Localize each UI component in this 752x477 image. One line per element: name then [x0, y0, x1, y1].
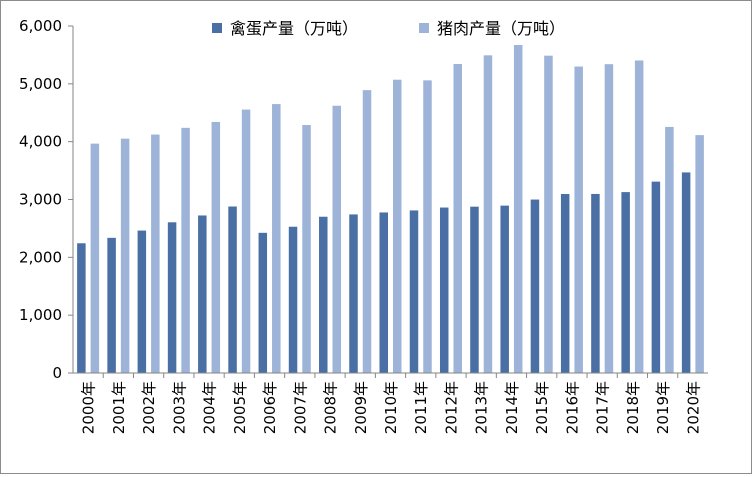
- x-tick-label: 2000年: [80, 381, 98, 434]
- x-tick-label: 2012年: [442, 381, 460, 434]
- bar-egg-13: [470, 206, 479, 373]
- x-tick-label: 2001年: [110, 381, 128, 434]
- x-tick-label: 2007年: [291, 381, 309, 434]
- legend-label-pork: 猪肉产量（万吨）: [437, 19, 565, 38]
- bar-egg-4: [198, 215, 207, 373]
- bar-egg-11: [409, 210, 419, 373]
- legend-item-pork: 猪肉产量（万吨）: [419, 19, 565, 38]
- bar-egg-16: [560, 194, 570, 373]
- bar-egg-19: [651, 181, 661, 373]
- bar-egg-1: [107, 237, 116, 373]
- bar-egg-2: [137, 230, 147, 373]
- x-tick-label: 2005年: [231, 381, 249, 434]
- bar-egg-5: [228, 206, 237, 373]
- x-tick-label: 2004年: [201, 381, 219, 434]
- bar-egg-3: [167, 222, 177, 373]
- bar-pork-16: [574, 66, 583, 373]
- y-tick-label: 1,000: [19, 306, 62, 324]
- legend-swatch-pork: [419, 23, 429, 33]
- bar-pork-20: [695, 135, 704, 373]
- y-tick-label: 2,000: [19, 248, 62, 266]
- bar-pork-0: [90, 143, 100, 373]
- bar-pork-10: [393, 79, 402, 373]
- x-tick-label: 2019年: [654, 381, 672, 434]
- y-tick-label: 3,000: [19, 191, 62, 209]
- bar-egg-17: [591, 193, 600, 373]
- y-tick-label: 4,000: [19, 133, 62, 151]
- bar-egg-15: [530, 199, 540, 373]
- x-tick-label: 2009年: [352, 381, 370, 434]
- bar-egg-14: [500, 205, 509, 373]
- bar-pork-13: [483, 55, 493, 373]
- bar-pork-18: [634, 60, 644, 373]
- y-tick-label: 0: [52, 364, 62, 382]
- bar-pork-19: [665, 126, 674, 373]
- bar-egg-8: [319, 216, 328, 373]
- x-tick-label: 2003年: [170, 381, 188, 434]
- x-tick-label: 2010年: [382, 381, 400, 434]
- x-tick-label: 2013年: [473, 381, 491, 434]
- bar-egg-18: [621, 192, 630, 373]
- bar-pork-15: [544, 55, 553, 374]
- legend: 禽蛋产量（万吨） 猪肉产量（万吨）: [212, 19, 565, 38]
- bar-egg-7: [288, 226, 298, 373]
- x-tick-label: 2020年: [684, 381, 702, 434]
- y-tick-label: 6,000: [19, 17, 62, 35]
- bar-pork-17: [604, 64, 614, 374]
- x-tick-label: 2008年: [322, 381, 340, 434]
- x-tick-label: 2006年: [261, 381, 279, 434]
- bar-egg-20: [681, 172, 691, 373]
- bar-pork-9: [362, 90, 372, 373]
- x-tick-label: 2011年: [412, 381, 430, 434]
- bar-egg-6: [258, 232, 268, 373]
- bar-pork-2: [151, 134, 160, 373]
- bar-pork-1: [120, 138, 130, 373]
- bar-pork-11: [423, 80, 432, 374]
- bar-pork-8: [332, 105, 342, 373]
- legend-item-egg: 禽蛋产量（万吨）: [212, 19, 358, 38]
- bars: [77, 45, 704, 374]
- x-tick-label: 2002年: [140, 381, 158, 434]
- bar-egg-9: [349, 214, 358, 373]
- x-axis: 2000年 2001年 2002年 2003年 2004年 2005年 2006年 2007年…: [73, 372, 708, 434]
- bar-pork-4: [211, 121, 221, 373]
- y-tick-label: 5,000: [19, 75, 62, 93]
- bar-egg-10: [379, 212, 388, 373]
- legend-swatch-egg: [212, 23, 222, 33]
- bar-pork-3: [181, 127, 190, 373]
- y-axis: 0 1,000 2,000 3,000 4,000 5,000 6,000: [19, 17, 74, 382]
- bar-pork-14: [513, 45, 523, 373]
- x-tick-label: 2016年: [563, 381, 581, 434]
- x-tick-label: 2015年: [533, 381, 551, 434]
- x-tick-label: 2018年: [624, 381, 642, 434]
- legend-label-egg: 禽蛋产量（万吨）: [230, 19, 358, 38]
- bar-pork-5: [241, 109, 251, 373]
- bar-pork-6: [272, 104, 281, 373]
- bar-egg-0: [77, 243, 86, 373]
- x-tick-label: 2014年: [503, 381, 521, 434]
- x-tick-label: 2017年: [594, 381, 612, 434]
- bar-pork-7: [302, 125, 311, 373]
- bar-pork-12: [453, 64, 462, 373]
- bar-egg-12: [439, 207, 449, 373]
